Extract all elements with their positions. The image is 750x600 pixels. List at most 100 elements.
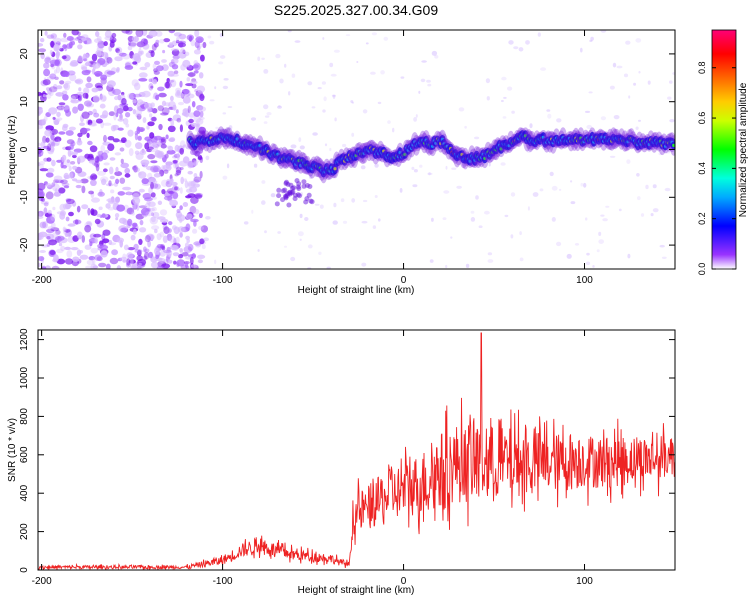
noise-blob [412,184,418,188]
noise-blob [148,78,153,83]
noise-blob [45,191,54,200]
noise-blob [134,132,139,141]
noise-blob [513,46,519,50]
noise-blob [119,52,127,57]
noise-blob [56,51,61,57]
snr-background [38,330,675,570]
noise-blob [84,153,91,159]
noise-blob [116,237,124,243]
noise-blob [146,166,154,171]
noise-blob [321,81,326,85]
noise-blob [69,172,73,180]
noise-blob [194,208,200,215]
noise-blob [72,106,79,114]
noise-blob [101,213,106,219]
noise-blob [160,143,167,149]
noise-blob [93,233,102,238]
noise-blob [551,185,558,191]
noise-blob [144,252,150,260]
noise-blob [92,174,98,180]
noise-blob [43,68,51,77]
noise-blob [135,113,140,118]
noise-blob [108,200,117,205]
noise-blob [167,125,176,133]
noise-blob [136,103,141,111]
noise-blob [114,152,122,156]
noise-blob [190,39,196,47]
noise-blob [288,91,291,96]
noise-blob [86,40,93,45]
noise-blob [85,265,95,269]
noise-blob [116,107,124,114]
noise-blob [205,216,211,220]
noise-blob [605,205,610,208]
noise-blob [124,173,131,178]
noise-blob [69,143,75,150]
noise-blob [275,53,281,59]
noise-blob [195,242,202,248]
noise-blob [178,33,187,40]
noise-blob [181,88,190,95]
x-tick-label: 100 [576,576,593,587]
noise-blob [672,72,675,75]
noise-blob [56,111,61,118]
noise-blob [126,252,134,259]
noise-blob [82,92,89,99]
noise-blob [65,130,74,136]
noise-blob [186,34,194,41]
noise-blob [199,156,203,163]
noise-blob [180,48,186,54]
noise-blob [49,250,56,256]
noise-blob [46,57,55,60]
noise-blob [65,146,72,151]
noise-blob [179,248,183,253]
noise-blob [100,250,108,258]
noise-blob [40,52,45,60]
noise-blob [650,213,654,217]
noise-blob [81,111,90,119]
noise-blob [128,207,133,215]
noise-blob [172,191,179,200]
noise-blob [285,164,292,167]
noise-blob [74,219,79,225]
noise-blob [112,138,120,143]
noise-blob [156,265,164,269]
noise-blob [669,119,675,123]
noise-blob [132,61,138,65]
noise-blob [112,88,122,96]
noise-blob [458,107,465,112]
noise-blob [351,132,355,137]
noise-blob [50,227,60,232]
noise-blob [84,40,88,45]
colorbar-tick-label: 0.0 [697,263,707,276]
noise-blob [319,204,324,209]
noise-blob [200,225,208,233]
noise-blob [83,87,90,95]
noise-blob [78,87,82,92]
noise-blob [291,73,296,78]
y-tick-label: 20 [19,48,30,60]
noise-blob [127,247,135,251]
noise-blob [79,254,89,260]
noise-blob [86,220,92,225]
noise-blob [90,173,98,181]
noise-blob [168,42,174,47]
noise-blob [38,43,44,47]
noise-blob [55,229,61,235]
noise-blob [94,160,100,168]
ridge-peak [672,143,675,147]
noise-blob [97,243,104,249]
noise-blob [144,136,152,142]
noise-blob [141,30,148,36]
x-tick-label: 0 [401,275,407,286]
noise-blob [264,230,267,234]
noise-blob [85,82,93,89]
noise-blob [215,126,219,130]
spectrogram-y-label: Frequency (Hz) [7,116,18,185]
noise-blob [39,250,46,253]
noise-blob [172,159,179,163]
noise-blob [278,105,281,108]
noise-blob [180,176,184,185]
noise-blob [431,50,438,56]
